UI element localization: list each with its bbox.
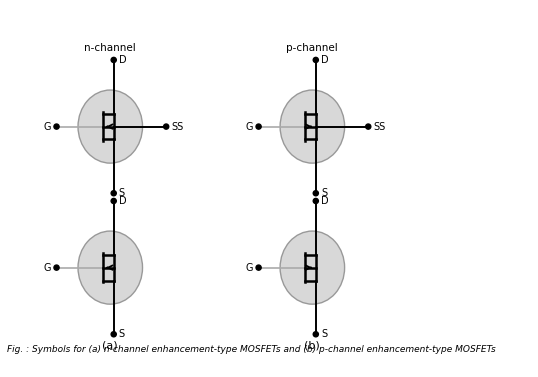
Text: D: D (321, 55, 329, 65)
Circle shape (54, 265, 59, 270)
Text: SS: SS (373, 122, 386, 132)
Text: S: S (321, 188, 327, 198)
Text: SS: SS (171, 122, 183, 132)
Text: D: D (119, 55, 126, 65)
Circle shape (256, 265, 261, 270)
Circle shape (111, 198, 116, 204)
Circle shape (111, 332, 116, 337)
Circle shape (313, 191, 318, 196)
Circle shape (256, 124, 261, 129)
Circle shape (111, 191, 116, 196)
Ellipse shape (78, 231, 143, 304)
Text: S: S (321, 329, 327, 339)
Ellipse shape (280, 231, 345, 304)
Circle shape (313, 57, 318, 63)
Text: S: S (119, 329, 125, 339)
Ellipse shape (280, 90, 345, 163)
Text: G: G (44, 263, 51, 273)
Circle shape (313, 198, 318, 204)
Circle shape (111, 57, 116, 63)
Text: n-channel: n-channel (84, 43, 136, 54)
Circle shape (54, 124, 59, 129)
Text: S: S (119, 188, 125, 198)
Text: (b): (b) (305, 341, 320, 351)
Circle shape (366, 124, 371, 129)
Text: (a): (a) (102, 341, 118, 351)
Text: G: G (246, 122, 253, 132)
Text: p-channel: p-channel (286, 43, 338, 54)
Circle shape (313, 332, 318, 337)
Text: G: G (44, 122, 51, 132)
Text: D: D (119, 196, 126, 206)
Ellipse shape (78, 90, 143, 163)
Text: D: D (321, 196, 329, 206)
Text: Fig. : Symbols for (a) n-channel enhancement-type MOSFETs and (b) p-channel enha: Fig. : Symbols for (a) n-channel enhance… (7, 345, 496, 354)
Circle shape (164, 124, 169, 129)
Text: G: G (246, 263, 253, 273)
